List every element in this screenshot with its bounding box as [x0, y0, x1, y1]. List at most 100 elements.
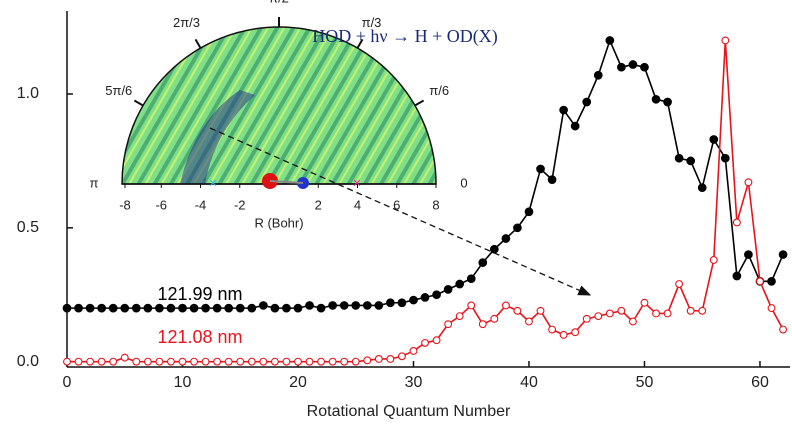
data-point [120, 353, 129, 362]
data-point [617, 62, 626, 72]
data-point [166, 357, 175, 366]
data-point [258, 301, 268, 310]
data-point [178, 303, 187, 313]
marker-x: × [353, 175, 361, 191]
inset-x-tick-label: 6 [393, 197, 400, 212]
data-point [247, 357, 256, 366]
data-point [270, 303, 280, 313]
data-point [155, 303, 164, 313]
wavefunction-map [121, 26, 437, 185]
data-point [674, 153, 684, 163]
data-point [351, 301, 361, 310]
x-tick-label: 0 [63, 374, 72, 391]
wave-stripe [180, 90, 255, 184]
data-point [709, 135, 719, 144]
series-label: 121.08 nm [157, 327, 242, 347]
data-point [270, 357, 279, 366]
x-axis-label: Rotational Quantum Number [307, 403, 511, 420]
data-point [132, 357, 141, 366]
angle-label: 5π/6 [105, 83, 132, 98]
data-point [455, 279, 465, 289]
data-point [339, 301, 349, 310]
data-point [363, 356, 372, 365]
data-point [386, 298, 395, 308]
inset-x-tick-label: -4 [195, 197, 207, 212]
data-point [605, 309, 614, 318]
y-tick-label: 0.5 [17, 219, 39, 236]
data-point [420, 293, 430, 302]
angle-label: π/2 [269, 0, 289, 5]
data-point [432, 336, 441, 345]
data-point [570, 121, 580, 131]
data-point [513, 306, 522, 315]
data-point [120, 303, 130, 313]
angle-label: 0 [460, 175, 467, 190]
data-point [85, 303, 95, 313]
data-point [74, 357, 83, 366]
data-point [282, 303, 291, 313]
data-point [686, 156, 696, 166]
x-tick-label: 30 [405, 374, 423, 391]
angle-label: 2π/3 [173, 15, 200, 30]
data-point [652, 309, 660, 318]
data-point [62, 303, 72, 313]
series [62, 36, 788, 313]
data-point [767, 304, 776, 313]
data-point [282, 357, 291, 366]
data-point [697, 183, 707, 193]
data-point [721, 36, 730, 45]
x-tick-label: 10 [174, 374, 192, 391]
x-tick-label: 40 [520, 374, 538, 391]
data-point [374, 301, 384, 310]
angle-tick [414, 99, 425, 107]
data-point [640, 62, 649, 72]
data-point [374, 355, 383, 363]
data-point [351, 357, 360, 366]
data-point [201, 303, 210, 313]
data-point [663, 309, 672, 318]
y-tick-label: 1.0 [17, 85, 39, 102]
data-point [663, 97, 672, 107]
data-point [86, 357, 95, 366]
data-point [455, 312, 464, 321]
series [63, 36, 788, 366]
data-point [640, 298, 649, 307]
data-point [201, 357, 210, 366]
data-point [293, 303, 303, 313]
inset-x-tick-label: -2 [234, 197, 246, 212]
data-point [709, 255, 718, 264]
x-tick-label: 20 [289, 374, 307, 391]
data-point [489, 244, 499, 254]
data-point [108, 303, 118, 313]
data-point [628, 60, 638, 69]
data-point [571, 328, 580, 337]
data-point [236, 357, 245, 366]
data-point [548, 325, 557, 334]
data-point [536, 164, 545, 174]
data-point [490, 314, 499, 323]
y-tick-label: 0.0 [17, 353, 39, 370]
data-point [617, 306, 626, 315]
data-point [559, 330, 568, 339]
data-point [259, 357, 268, 366]
data-point [294, 357, 302, 366]
angle-label: π/3 [362, 15, 382, 30]
data-point [478, 320, 487, 329]
angle-tick [133, 99, 144, 107]
data-point [74, 303, 83, 313]
data-point [397, 352, 406, 361]
inset-x-tick-label: 8 [432, 197, 439, 212]
data-point [628, 317, 637, 326]
data-point [386, 355, 395, 363]
data-point [317, 357, 326, 366]
data-point [501, 234, 511, 243]
data-point [525, 317, 533, 326]
data-point [212, 303, 222, 313]
data-point [109, 357, 118, 366]
data-point [732, 218, 741, 227]
data-point [698, 306, 707, 315]
inset-x-label: R (Bohr) [254, 215, 303, 230]
data-point [501, 301, 510, 310]
x-tick-label: 50 [636, 374, 654, 391]
x-tick-label: 60 [751, 374, 769, 391]
